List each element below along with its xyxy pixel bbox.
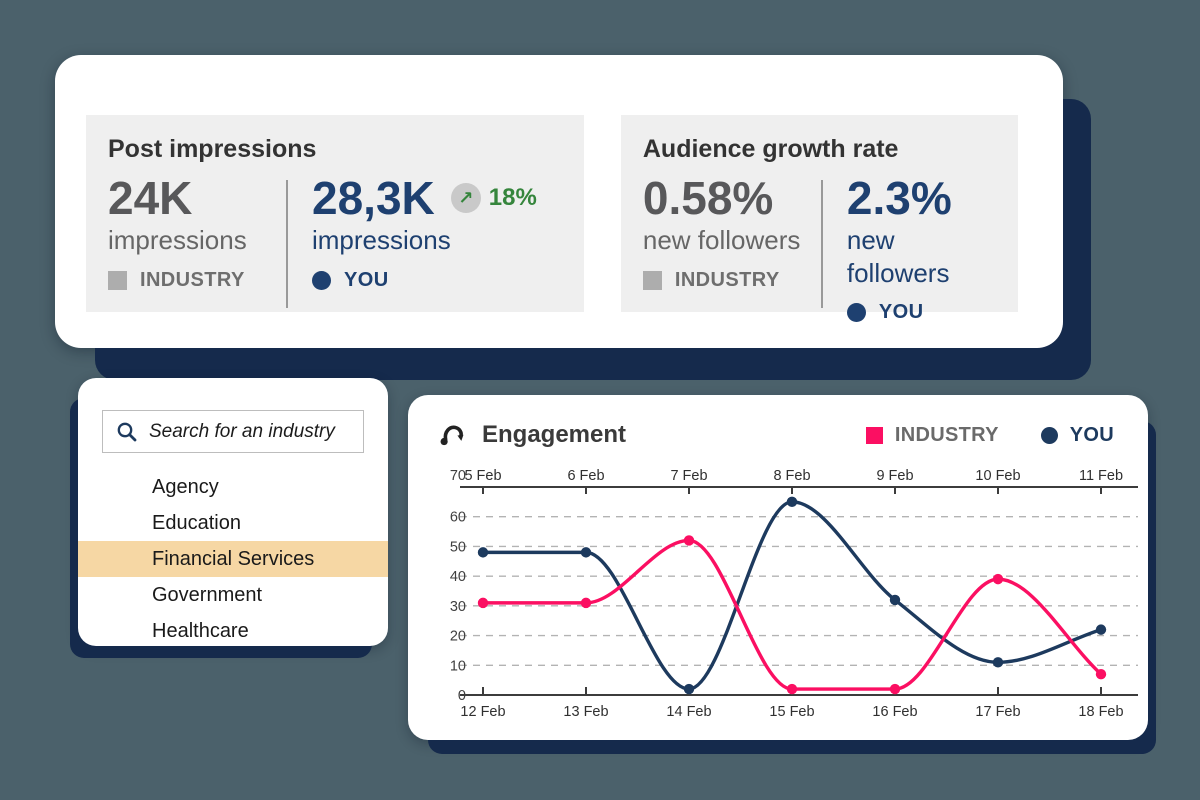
industry-growth-unit: new followers [642, 225, 801, 256]
you-impressions-unit: impressions [312, 225, 451, 256]
svg-text:14 Feb: 14 Feb [666, 704, 711, 720]
post-impressions-title: Post impressions [108, 135, 317, 163]
chart-header: Engagement INDUSTRY YOU [408, 395, 1148, 451]
delta-percentage: 18% [488, 184, 537, 212]
svg-text:60: 60 [450, 510, 466, 526]
audience-growth-panel: Audience growth rate 0.58% new followers… [620, 115, 1018, 323]
legend-you-label: YOU [1069, 423, 1114, 446]
engagement-chart: 5 Feb 12 Feb 6 Feb 13 Feb 7 Feb 14 Feb 8 Feb 15… [450, 468, 1138, 720]
industry-legend: INDUSTRY [108, 269, 286, 292]
svg-text:0: 0 [458, 688, 466, 704]
svg-text:13 Feb: 13 Feb [563, 704, 608, 720]
post-impressions-panel: Post impressions 24K impressions INDUSTR… [86, 115, 584, 312]
svg-text:6 Feb: 6 Feb [567, 468, 604, 484]
trend-up-icon: ↗ [450, 183, 481, 214]
legend-item-industry: INDUSTRY [865, 423, 999, 447]
industry-list-item[interactable]: Government [152, 584, 263, 606]
svg-text:15 Feb: 15 Feb [769, 704, 814, 720]
industry-impressions-unit: impressions [108, 225, 247, 256]
post-impressions-industry-column: 24K impressions INDUSTRY [108, 174, 286, 308]
stats-card: Post impressions 24K impressions INDUSTR… [55, 55, 1063, 348]
svg-text:5 Feb: 5 Feb [464, 468, 501, 484]
svg-text:9 Feb: 9 Feb [876, 468, 913, 484]
you-growth-value: 2.3% [846, 172, 952, 224]
you-dot-icon [1040, 426, 1058, 444]
audience-growth-you-column: 2.3% new followers YOU [846, 172, 1000, 324]
svg-text:70: 70 [450, 468, 466, 484]
svg-text:12 Feb: 12 Feb [460, 704, 505, 720]
engagement-swoosh-icon [440, 425, 464, 446]
legend-industry-label: INDUSTRY [894, 423, 999, 446]
you-legend: YOU [846, 301, 1000, 324]
svg-text:17 Feb: 17 Feb [975, 704, 1020, 720]
you-legend-label: YOU [344, 268, 389, 291]
panel-divider [820, 180, 823, 308]
svg-text:11 Feb: 11 Feb [1079, 468, 1123, 484]
you-impressions-value: 28,3K [312, 172, 435, 224]
engagement-chart-card: Engagement INDUSTRY YOU 5 Feb 12 Feb 6 Feb… [408, 395, 1148, 740]
svg-text:8 Feb: 8 Feb [773, 468, 810, 484]
svg-text:10: 10 [450, 658, 466, 674]
chart-title: Engagement [482, 421, 627, 448]
industry-search-box[interactable] [102, 410, 364, 453]
delta-badge: ↗ 18% [450, 183, 537, 214]
svg-text:40: 40 [450, 569, 466, 585]
industry-legend: INDUSTRY [642, 268, 821, 292]
industry-search-card: Agency Education Financial Services Governm… [78, 378, 388, 646]
industry-search-input[interactable] [149, 420, 355, 443]
industry-impressions-value: 24K [108, 172, 193, 224]
industry-square-icon [642, 270, 662, 290]
you-dot-icon [846, 303, 866, 323]
industry-list-item[interactable]: Financial Services [78, 541, 388, 577]
legend-item-you: YOU [1040, 423, 1114, 447]
panel-divider [286, 180, 288, 308]
chart-legend: INDUSTRY YOU [865, 423, 1114, 447]
industry-list-item[interactable]: Education [152, 512, 241, 534]
search-icon [117, 422, 137, 441]
industry-legend-label: INDUSTRY [674, 268, 780, 291]
you-legend: YOU [312, 269, 566, 292]
industry-list: Agency Education Financial Services Governm… [78, 469, 388, 649]
post-impressions-you-column: 28,3K ↗ 18% impressions YOU [312, 174, 566, 308]
svg-text:10 Feb: 10 Feb [975, 468, 1020, 484]
you-dot-icon [312, 270, 331, 290]
svg-text:18 Feb: 18 Feb [1078, 704, 1123, 720]
industry-square-icon [865, 426, 883, 444]
industry-square-icon [108, 270, 127, 290]
industry-list-item[interactable]: Agency [152, 476, 219, 498]
svg-text:50: 50 [450, 539, 466, 555]
audience-growth-title: Audience growth rate [642, 135, 899, 163]
svg-text:30: 30 [450, 599, 466, 615]
industry-growth-value: 0.58% [642, 172, 774, 224]
svg-text:7 Feb: 7 Feb [670, 468, 707, 484]
you-legend-label: YOU [878, 301, 924, 324]
svg-text:20: 20 [450, 629, 466, 645]
you-growth-unit: new followers [846, 225, 950, 288]
industry-legend-label: INDUSTRY [140, 268, 245, 291]
industry-list-item[interactable]: Healthcare [152, 620, 249, 642]
svg-text:16 Feb: 16 Feb [872, 704, 917, 720]
audience-growth-industry-column: 0.58% new followers INDUSTRY [642, 172, 821, 324]
